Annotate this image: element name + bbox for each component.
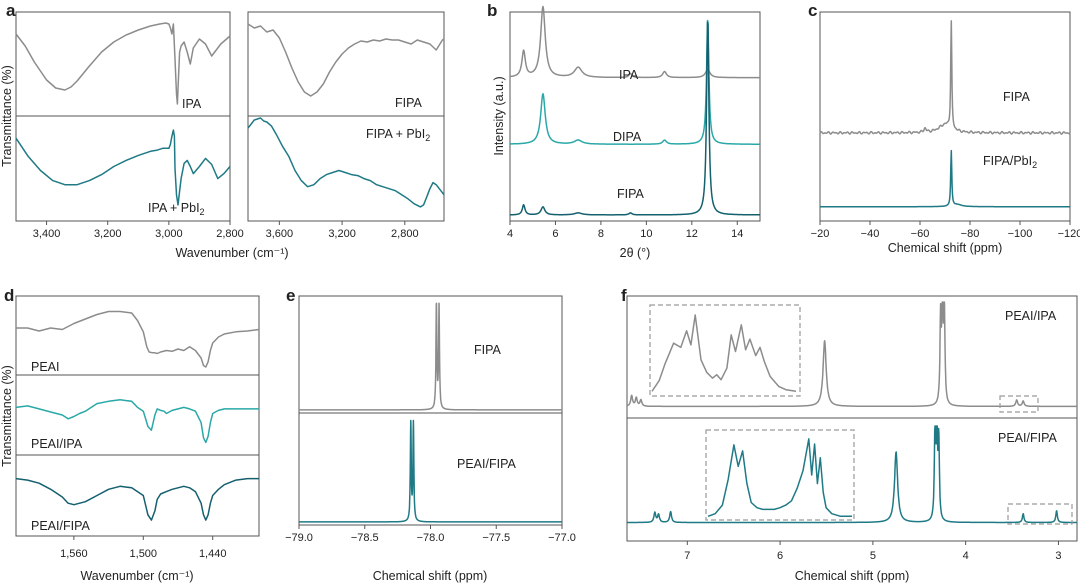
series-line-a-left-0 <box>15 22 231 105</box>
f-tick-label: 4 <box>963 550 969 562</box>
d-tick-label: 1,440 <box>199 548 227 560</box>
a-right-tick-label: 3,200 <box>328 228 356 240</box>
inset-box-ipa <box>649 304 801 397</box>
d-ylabel: Transmittance (%) <box>0 365 14 467</box>
series-label-ipa-xrd: IPA <box>619 68 639 82</box>
inset-line-f-0 <box>651 314 797 393</box>
b-tick-label: 12 <box>686 228 698 240</box>
e-tick-label: −79.0 <box>285 532 313 544</box>
b-ylabel: Intensity (a.u.) <box>492 76 506 155</box>
panel-b: 4 6 8 10 12 14 IPA DIPA FIPA Intensity (a.u.)… <box>492 5 761 260</box>
b-tick-label: 8 <box>598 228 604 240</box>
panel-d: 1,560 1,500 1,440 PEAI PEAI/IPA PEAI/FIPA … <box>0 295 260 583</box>
panel-label-f: f <box>621 286 627 305</box>
f-xlabel: Chemical shift (ppm) <box>795 569 910 583</box>
series-label-peai: PEAI <box>31 360 60 374</box>
a-left-tick-label: 2,800 <box>216 228 244 240</box>
series-label-fipa-xrd: FIPA <box>617 187 645 201</box>
series-line-b-2 <box>509 21 761 216</box>
inset-box-fipa-small <box>1007 503 1073 525</box>
c-xlabel: Chemical shift (ppm) <box>888 241 1003 255</box>
c-tick-label: −20 <box>811 228 830 240</box>
d-tick-label: 1,500 <box>130 548 158 560</box>
e-tick-label: −78.5 <box>351 532 379 544</box>
a-right-tick-label: 2,800 <box>391 228 419 240</box>
a-ylabel: Transmittance (%) <box>0 65 14 167</box>
series-label-fipa-nmr: FIPA <box>1003 90 1031 104</box>
series-label-ipa: IPA <box>182 97 202 111</box>
series-label-peai-fipa-f: PEAI/FIPA <box>998 431 1057 445</box>
a-right-tick-label: 3,600 <box>266 228 294 240</box>
panel-f: 7 6 5 4 3 PEAI/IPA PEAI/FIPA Chemical shift … <box>626 295 1078 583</box>
e-xlabel: Chemical shift (ppm) <box>373 569 488 583</box>
e-tick-label: −77.0 <box>548 532 576 544</box>
f-tick-label: 6 <box>777 550 783 562</box>
c-tick-label: −60 <box>911 228 930 240</box>
series-label-peai-ipa-f: PEAI/IPA <box>1005 309 1057 323</box>
series-line-f-1 <box>626 425 1078 524</box>
inset-line-f-1 <box>707 438 852 518</box>
a-left-tick-label: 3,000 <box>155 228 183 240</box>
f-tick-label: 5 <box>870 550 876 562</box>
series-line-d-0 <box>16 310 260 368</box>
panel-label-d: d <box>4 286 14 305</box>
inset-box-ipa-small <box>999 395 1039 413</box>
panel-e: −79.0 −78.5 −78.0 −77.5 −77.0 FIPA PEAI/FIPA… <box>285 295 576 583</box>
series-label-peai-ipa-ftir: PEAI/IPA <box>31 437 83 451</box>
f-tick-label: 7 <box>684 550 690 562</box>
d-tick-label: 1,560 <box>60 548 88 560</box>
b-xlabel: 2θ (°) <box>620 246 651 260</box>
series-label-fipa-e: FIPA <box>474 343 502 357</box>
a-left-tick-label: 3,400 <box>33 228 61 240</box>
series-line-b-1 <box>509 19 761 145</box>
series-line-d-2 <box>15 477 259 521</box>
f-tick-label: 3 <box>1055 550 1061 562</box>
inset-box-fipa <box>705 429 855 521</box>
b-tick-label: 4 <box>507 228 513 240</box>
b-tick-label: 10 <box>640 228 652 240</box>
series-label-dipa-xrd: DIPA <box>613 130 642 144</box>
series-line-b-0 <box>509 5 761 79</box>
panel-label-b: b <box>487 1 497 20</box>
series-label-ipa-pbi2: IPA + PbI2 <box>148 201 205 217</box>
series-line-c-0 <box>819 20 1071 135</box>
series-line-e-0 <box>298 302 563 411</box>
panel-label-e: e <box>286 286 295 305</box>
series-line-e-1 <box>298 419 563 523</box>
a-left-tick-label: 3,200 <box>94 228 122 240</box>
series-line-a-right-1 <box>247 117 445 208</box>
series-line-d-1 <box>15 399 259 444</box>
c-tick-label: −100 <box>1008 228 1033 240</box>
c-tick-label: −120 <box>1058 228 1080 240</box>
series-line-f-0 <box>626 301 1078 408</box>
b-tick-label: 14 <box>731 228 743 240</box>
d-xlabel: Wavenumber (cm⁻¹) <box>80 569 193 583</box>
b-tick-label: 6 <box>552 228 558 240</box>
series-label-fipa-pbi2-nmr: FIPA/PbI2 <box>983 154 1037 170</box>
panel-label-a: a <box>6 1 16 20</box>
e-tick-label: −78.0 <box>417 532 445 544</box>
a-xlabel: Wavenumber (cm⁻¹) <box>175 246 288 260</box>
series-label-fipa: FIPA <box>395 96 423 110</box>
series-label-peai-fipa-e: PEAI/FIPA <box>457 457 516 471</box>
series-line-c-1 <box>819 149 1071 208</box>
series-label-peai-fipa-ftir: PEAI/FIPA <box>31 519 90 533</box>
series-line-a-left-1 <box>15 129 231 206</box>
series-label-fipa-pbi2: FIPA + PbI2 <box>366 127 430 143</box>
panel-c: −20 −40 −60 −80 −100 −120 FIPA FIPA/PbI2 Chem… <box>811 11 1080 255</box>
e-tick-label: −77.5 <box>482 532 510 544</box>
c-tick-label: −80 <box>961 228 980 240</box>
panel-label-c: c <box>808 1 817 20</box>
c-tick-label: −40 <box>861 228 880 240</box>
panel-a: 3,400 3,200 3,000 2,800 3,600 3,200 2,800 IPA … <box>0 11 445 260</box>
series-line-a-right-0 <box>247 23 445 97</box>
